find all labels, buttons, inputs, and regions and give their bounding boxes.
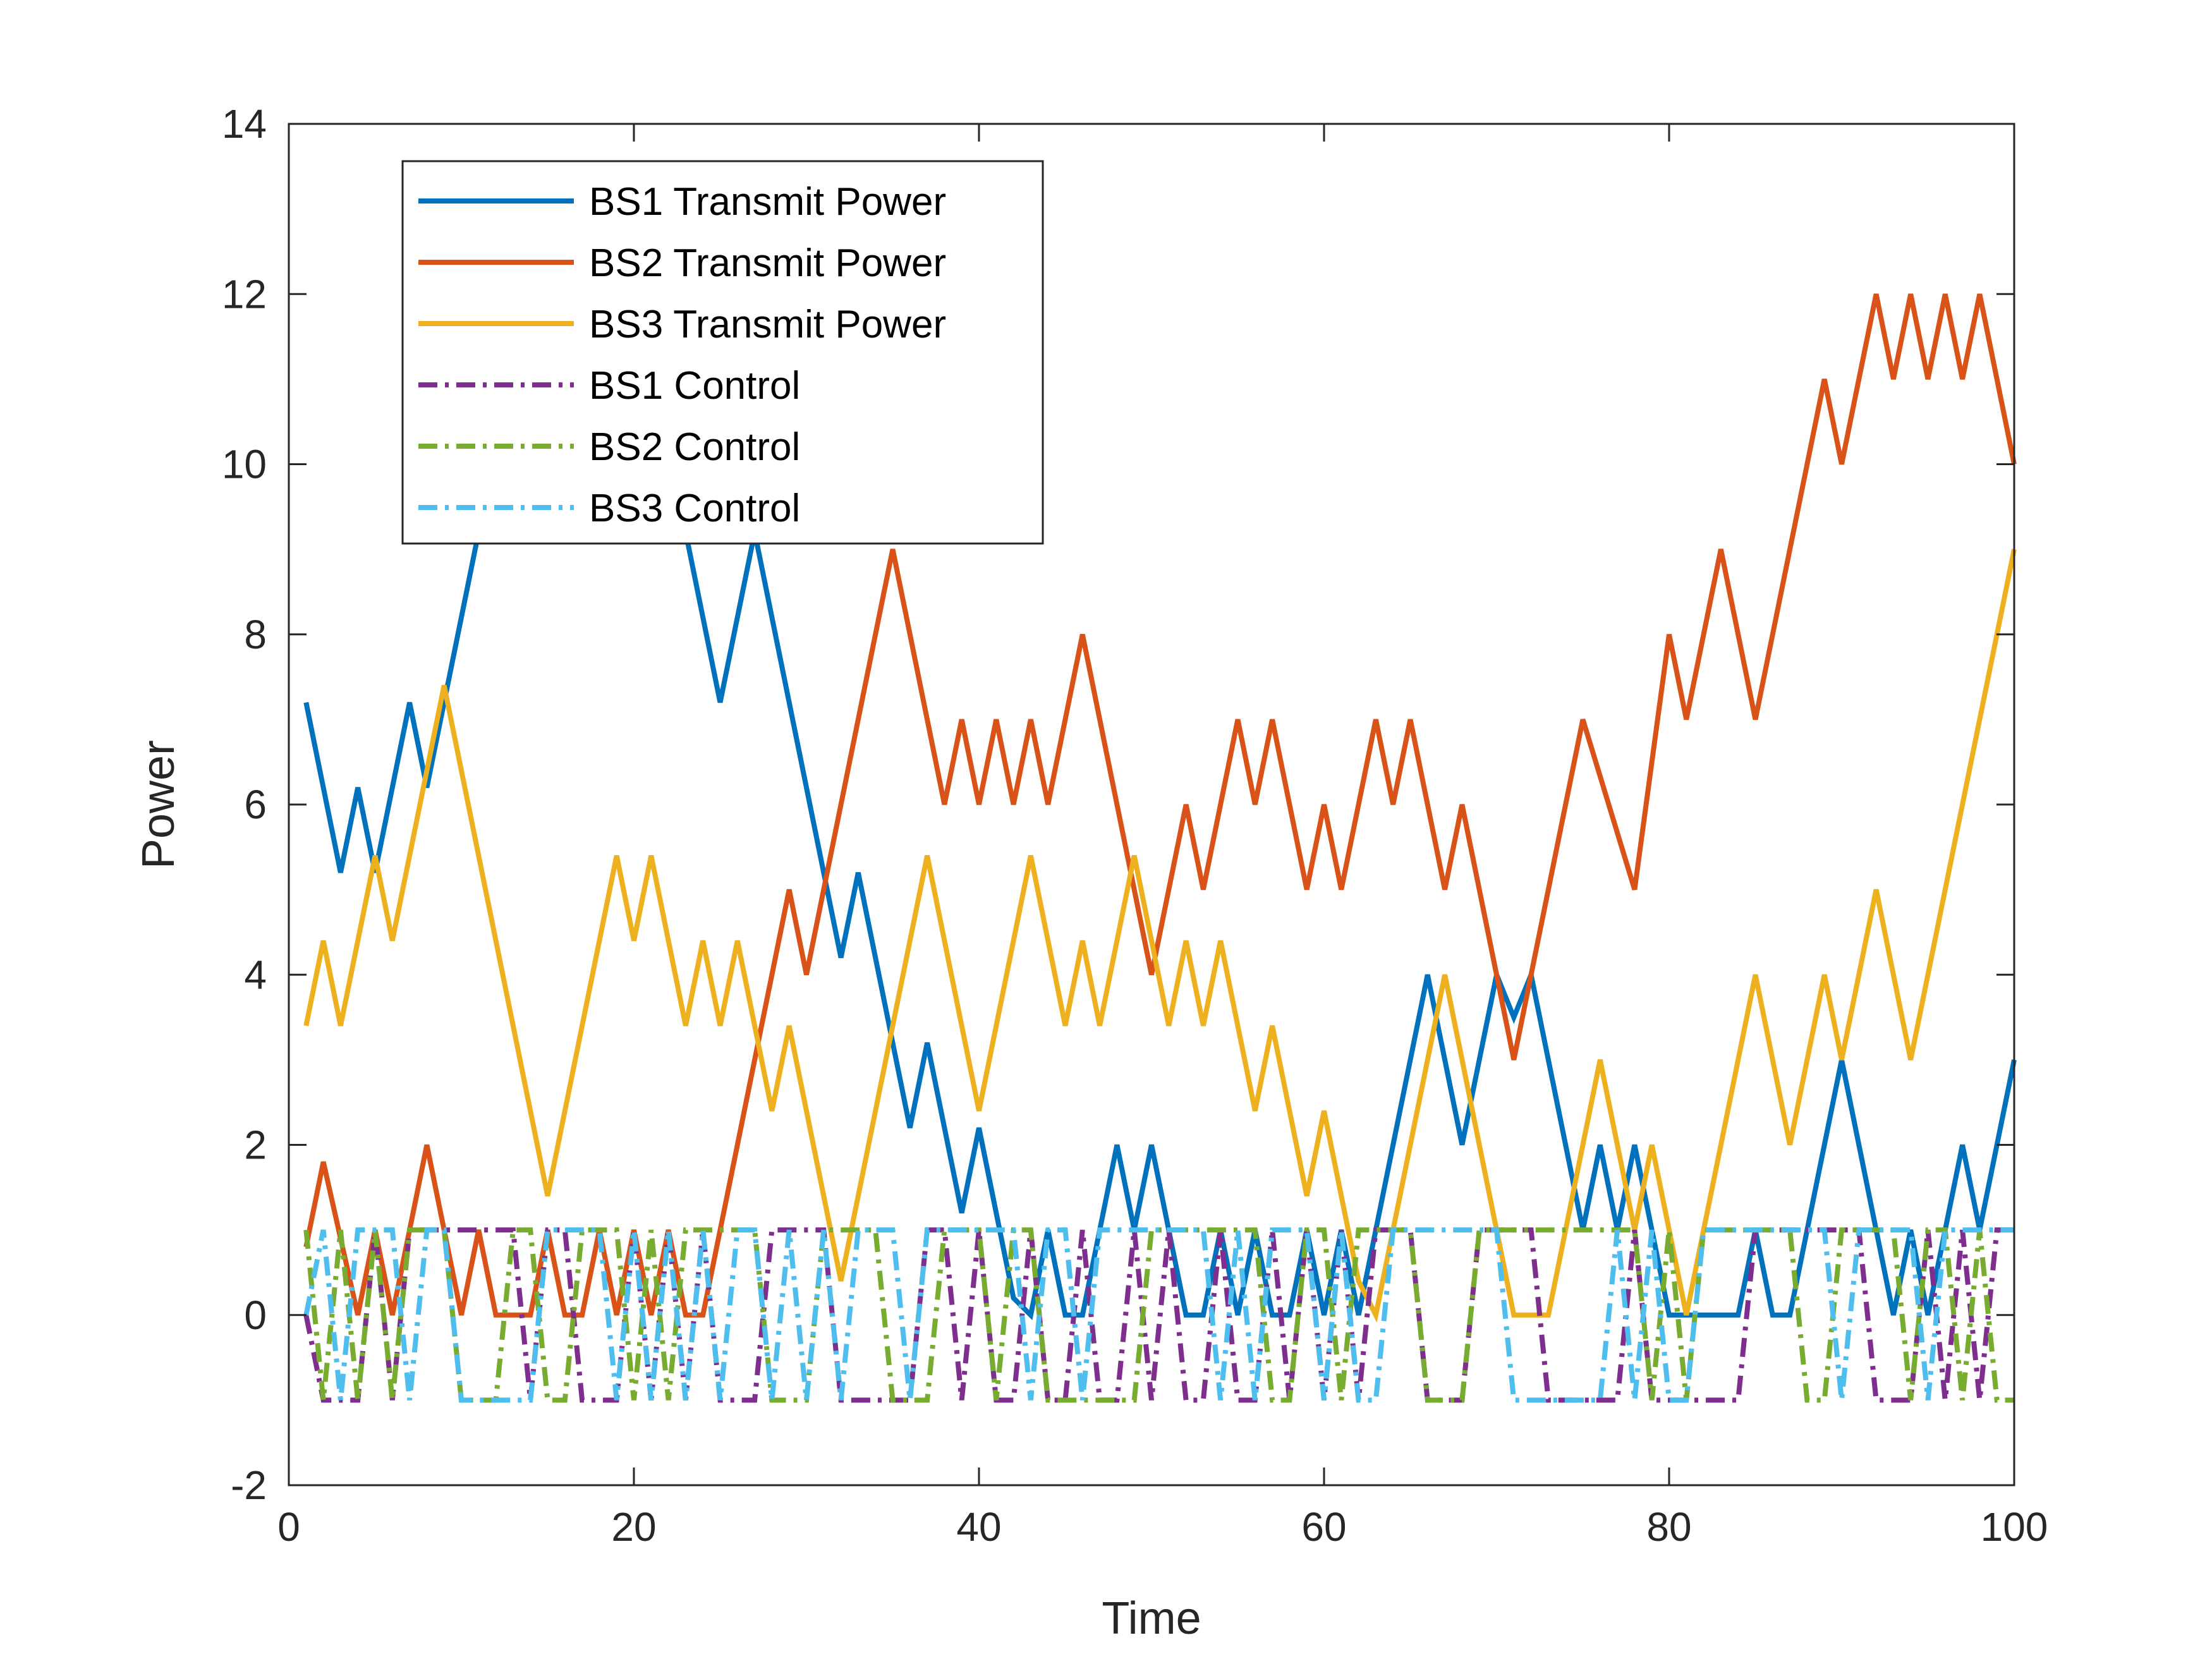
y-tick-label: 4 xyxy=(244,952,267,997)
series-line-bs2-transmit-power xyxy=(303,293,2017,1318)
y-tick-label: 14 xyxy=(222,101,267,147)
legend-label: BS3 Control xyxy=(589,487,800,530)
y-tick-label: -2 xyxy=(231,1462,267,1508)
x-tick-label: 20 xyxy=(611,1504,656,1550)
legend: BS1 Transmit Power BS2 Transmit Power BS3 … xyxy=(401,160,1044,545)
x-tick-label: 40 xyxy=(956,1504,1001,1550)
x-tick-label: 100 xyxy=(1981,1504,2048,1550)
series-line-bs1-transmit-power xyxy=(303,444,2017,1320)
series-line-bs2-control xyxy=(303,1227,2014,1403)
x-axis-label: Time xyxy=(1102,1593,1201,1644)
y-tick-label: 12 xyxy=(222,271,267,317)
y-tick-label: 6 xyxy=(244,782,267,827)
series-line-bs1-control xyxy=(303,1227,2014,1403)
x-tick-label: 0 xyxy=(277,1504,300,1550)
legend-label: BS2 Transmit Power xyxy=(589,241,946,285)
legend-label: BS1 Control xyxy=(589,364,800,408)
x-tick-label: 60 xyxy=(1301,1504,1346,1550)
legend-box xyxy=(401,160,1044,545)
y-tick-label: 2 xyxy=(244,1122,267,1168)
plot-lines xyxy=(303,293,2017,1403)
y-tick-label: 10 xyxy=(222,442,267,487)
y-tick-label: 8 xyxy=(244,612,267,657)
x-tick-label: 80 xyxy=(1646,1504,1691,1550)
series-line-bs3-transmit-power xyxy=(303,549,2017,1323)
legend-label: BS2 Control xyxy=(589,425,800,469)
y-tick-label: 0 xyxy=(244,1292,267,1338)
y-axis-label: Power xyxy=(133,740,184,869)
legend-label: BS3 Transmit Power xyxy=(589,303,946,346)
legend-label: BS1 Transmit Power xyxy=(589,180,946,224)
